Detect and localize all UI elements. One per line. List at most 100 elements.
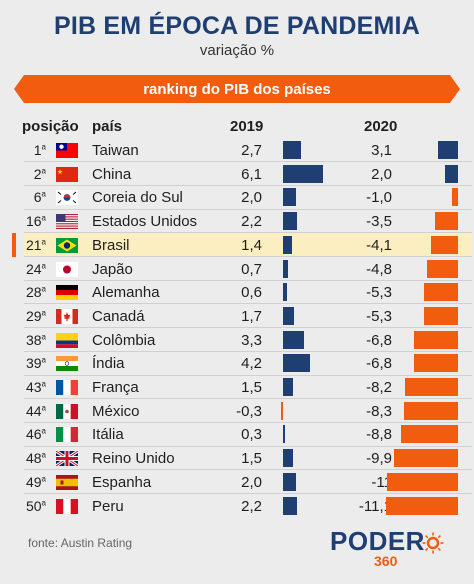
bar-2019	[283, 283, 287, 302]
bar-2019	[283, 259, 288, 278]
rank-number: 44	[25, 402, 42, 419]
table-row: 46a Itália 0,3 -8,8	[0, 422, 474, 446]
rank-cell: 46a	[24, 426, 46, 442]
rank-suffix: a	[41, 355, 46, 365]
bar-2020	[400, 425, 458, 444]
rank-number: 1	[33, 142, 42, 158]
value-2020: -8,3	[366, 402, 392, 420]
rank-number: 46	[25, 426, 42, 443]
bar-2020	[431, 235, 458, 254]
country-name: Brasil	[92, 236, 130, 254]
bar-2020	[445, 164, 458, 183]
rank-suffix: a	[41, 260, 46, 270]
row-divider	[24, 493, 472, 494]
value-2020: -6,8	[366, 331, 392, 349]
bar-2019	[283, 496, 298, 515]
china-flag-icon	[56, 166, 78, 182]
row-divider	[24, 327, 472, 329]
bar-2019	[283, 330, 305, 349]
india-flag-icon	[56, 356, 78, 372]
rank-suffix: a	[41, 237, 46, 247]
header-country: país	[92, 118, 123, 135]
value-2020: -9,9	[366, 450, 392, 468]
bar-2020	[386, 472, 458, 491]
row-divider	[24, 350, 472, 352]
bar-2019	[283, 472, 296, 491]
poder360-logo: PODER 360	[330, 526, 444, 572]
rank-cell: 1a	[24, 142, 46, 158]
table-row: 6a Coreia do Sul 2,0 -1,0	[0, 185, 474, 209]
value-2019: -0,3	[236, 402, 262, 420]
logo-number: 360	[374, 553, 398, 569]
bar-2020	[451, 188, 458, 207]
rank-cell: 16a	[24, 213, 46, 229]
colombia-flag-icon	[56, 332, 78, 348]
bar-2019	[283, 306, 295, 325]
rank-suffix: a	[41, 426, 46, 436]
table-row: 39a Índia 4,2 -6,8	[0, 351, 474, 375]
rank-number: 28	[25, 284, 42, 301]
rank-suffix: a	[41, 213, 46, 223]
rank-suffix: a	[41, 379, 46, 389]
value-2020: -3,5	[366, 213, 392, 231]
rank-suffix: a	[41, 284, 46, 294]
usa-flag-icon	[56, 214, 78, 230]
bar-2020	[385, 496, 458, 515]
country-name: Espanha	[92, 473, 152, 491]
uk-flag-icon	[56, 451, 78, 467]
rank-suffix: a	[41, 497, 46, 507]
country-name: China	[92, 165, 132, 183]
value-2020: -4,1	[366, 236, 392, 254]
rank-number: 48	[25, 450, 42, 467]
table-row: 16a Estados Unidos 2,2 -3,5	[0, 209, 474, 233]
value-2019: 1,5	[241, 450, 262, 468]
bar-2020	[404, 378, 458, 396]
country-name: Canadá	[92, 307, 145, 325]
rank-cell: 24a	[24, 261, 46, 277]
japan-flag-icon	[56, 261, 78, 277]
rank-suffix: a	[41, 474, 46, 484]
row-divider	[24, 374, 472, 376]
table-row: 49a Espanha 2,0 -11	[0, 470, 474, 494]
table-row: 29a Canadá 1,7 -5,3	[0, 304, 474, 328]
country-name: Índia	[92, 355, 125, 373]
brazil-flag-icon	[56, 237, 78, 253]
value-2020: -11,1	[358, 497, 392, 515]
ranking-banner: ranking do PIB dos países	[14, 72, 460, 106]
row-divider	[24, 398, 472, 400]
value-2019: 2,2	[241, 497, 262, 515]
rank-suffix: a	[41, 331, 46, 341]
peru-flag-icon	[56, 498, 78, 514]
rank-suffix: a	[41, 403, 46, 413]
row-divider	[24, 256, 472, 257]
rank-cell: 28a	[24, 284, 46, 300]
country-name: Colômbia	[92, 331, 156, 349]
south-korea-flag-icon	[56, 190, 78, 206]
country-name: Peru	[92, 497, 124, 515]
row-divider	[24, 445, 472, 447]
canada-flag-icon	[56, 308, 78, 324]
rank-number: 16	[25, 213, 42, 230]
rank-cell: 49a	[24, 474, 46, 490]
country-name: Coreia do Sul	[92, 189, 183, 207]
bar-2020	[435, 212, 458, 231]
bar-2019	[283, 378, 293, 396]
bar-2020	[423, 306, 458, 325]
value-2019: 6,1	[241, 165, 262, 183]
rank-number: 2	[33, 165, 42, 182]
mexico-flag-icon	[56, 403, 78, 419]
taiwan-flag-icon	[56, 143, 78, 158]
rank-cell: 38a	[24, 332, 46, 348]
row-divider	[24, 184, 472, 186]
rank-number: 29	[25, 307, 42, 324]
rank-cell: 48a	[24, 450, 46, 466]
rank-number: 50	[25, 497, 42, 514]
italy-flag-icon	[56, 427, 78, 443]
country-name: Estados Unidos	[92, 213, 198, 231]
banner-text: ranking do PIB dos países	[143, 81, 331, 98]
bar-2020	[437, 141, 458, 159]
country-name: Japão	[92, 260, 133, 278]
value-2020: -8,2	[366, 379, 392, 396]
banner-bar	[24, 75, 450, 103]
value-2020: -5,3	[366, 307, 392, 325]
